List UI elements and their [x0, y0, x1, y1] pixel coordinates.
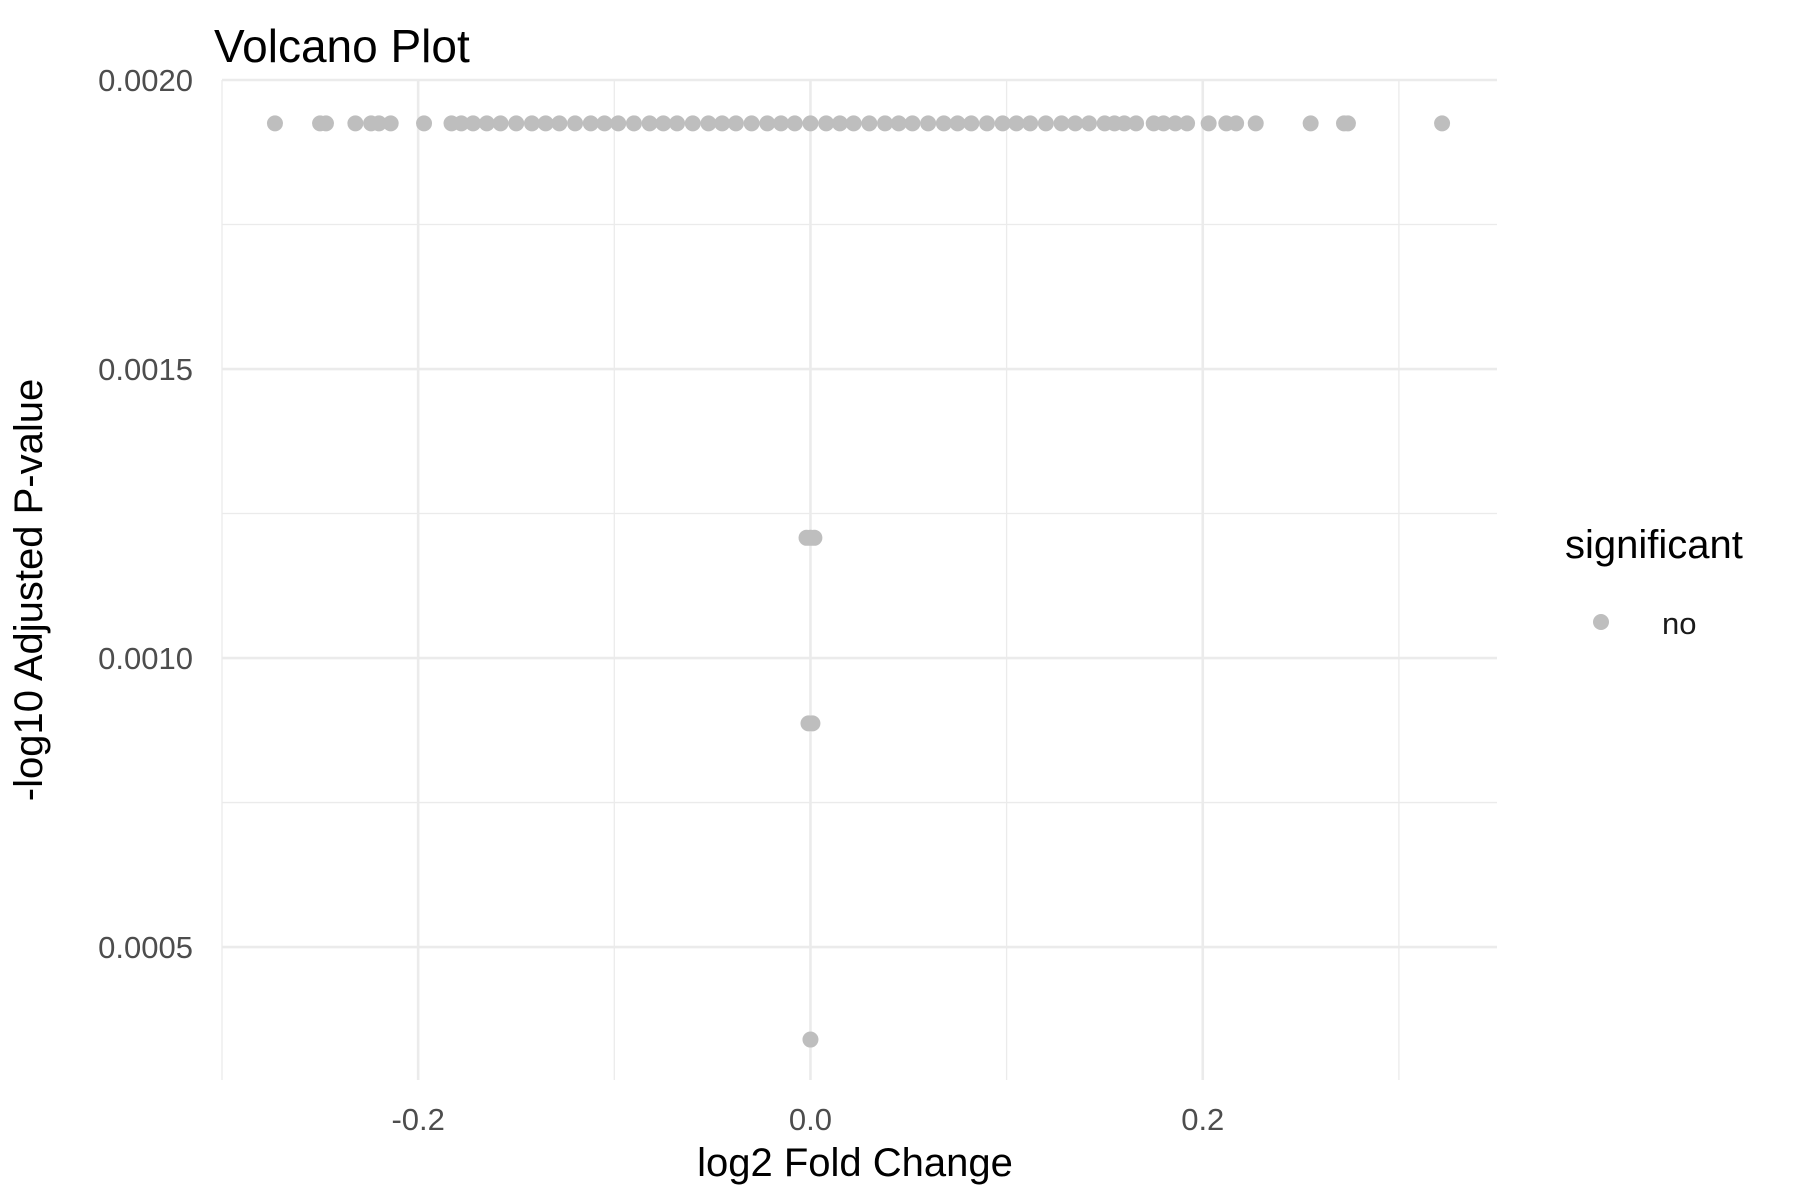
data-point [551, 115, 568, 132]
data-point [743, 115, 760, 132]
data-point [347, 115, 364, 132]
data-point [831, 115, 848, 132]
data-point [1434, 115, 1451, 132]
data-point [1247, 115, 1264, 132]
data-point [641, 115, 658, 132]
data-points [266, 115, 1451, 1048]
data-point [1179, 115, 1196, 132]
data-point [1228, 115, 1245, 132]
data-point [266, 115, 283, 132]
chart-title: Volcano Plot [214, 20, 470, 72]
data-point [382, 115, 399, 132]
data-point [1128, 115, 1145, 132]
data-point [1008, 115, 1025, 132]
data-point [582, 115, 599, 132]
data-point [920, 115, 937, 132]
data-point [523, 115, 540, 132]
data-point [416, 115, 433, 132]
data-point [759, 115, 776, 132]
data-point [904, 115, 921, 132]
data-point [714, 115, 731, 132]
legend: significant no [1565, 523, 1743, 641]
data-point [1339, 115, 1356, 132]
data-point [492, 115, 509, 132]
data-point [818, 115, 835, 132]
data-point [537, 115, 554, 132]
data-point [1155, 115, 1172, 132]
x-tick-label: -0.2 [391, 1102, 444, 1137]
data-point [963, 115, 980, 132]
data-point [1067, 115, 1084, 132]
data-point [453, 115, 470, 132]
y-axis-title: -log10 Adjusted P-value [7, 379, 51, 802]
data-point [786, 115, 803, 132]
data-point [478, 115, 495, 132]
y-tick-label: 0.0005 [98, 930, 193, 965]
data-point [669, 115, 686, 132]
legend-key-no [1593, 614, 1609, 630]
data-point [625, 115, 642, 132]
data-point [1053, 115, 1070, 132]
data-point [994, 115, 1011, 132]
data-point [949, 115, 966, 132]
data-point [861, 115, 878, 132]
data-point [1167, 115, 1184, 132]
data-point [684, 115, 701, 132]
data-point [773, 115, 790, 132]
data-point [845, 115, 862, 132]
data-point [804, 715, 821, 732]
legend-label-no: no [1662, 606, 1696, 641]
data-point [802, 115, 819, 132]
grid-lines [221, 78, 1497, 1080]
y-tick-label: 0.0010 [98, 641, 193, 676]
x-tick-label: 0.0 [789, 1102, 832, 1137]
x-tick-label: 0.2 [1181, 1102, 1224, 1137]
y-tick-label: 0.0015 [98, 352, 193, 387]
data-point [610, 115, 627, 132]
data-point [317, 115, 334, 132]
data-point [508, 115, 525, 132]
data-point [465, 115, 482, 132]
data-point [1302, 115, 1319, 132]
data-point [1200, 115, 1217, 132]
data-point [370, 115, 387, 132]
data-point [1022, 115, 1039, 132]
data-point [700, 115, 717, 132]
data-point [935, 115, 952, 132]
data-point [1037, 115, 1054, 132]
y-tick-label: 0.0020 [98, 63, 193, 98]
x-axis-title: log2 Fold Change [697, 1141, 1013, 1185]
x-axis-tick-labels: -0.2 0.0 0.2 [391, 1102, 1224, 1137]
y-axis-tick-labels: 0.0005 0.0010 0.0015 0.0020 [98, 63, 193, 965]
data-point [727, 115, 744, 132]
data-point [979, 115, 995, 132]
data-point [596, 115, 613, 132]
data-point [1081, 115, 1097, 132]
legend-title: significant [1565, 523, 1743, 567]
data-point [1116, 115, 1133, 132]
data-point [890, 115, 907, 132]
data-point [567, 115, 584, 132]
data-point [655, 115, 672, 132]
data-point [806, 529, 823, 546]
data-point [877, 115, 893, 132]
data-point [802, 1031, 819, 1048]
